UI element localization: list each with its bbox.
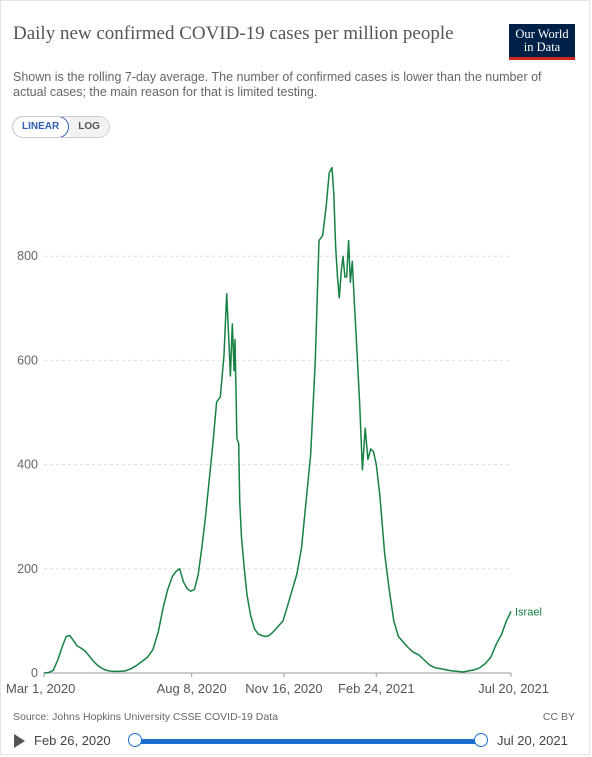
linear-scale-button[interactable]: LINEAR	[12, 117, 70, 137]
timeline-slider[interactable]: Feb 26, 2020 Jul 20, 2021	[0, 730, 592, 754]
timeline-start-label: Feb 26, 2020	[34, 733, 111, 748]
timeline-end-handle[interactable]	[474, 733, 488, 747]
line-chart: 0 200 400 600 800 Mar 1, 2020 Aug 8, 2020 Nov 1…	[6, 166, 549, 696]
chart-subtitle: Shown is the rolling 7-day average. The …	[13, 70, 542, 99]
y-tick-label: 200	[17, 562, 38, 576]
series-line-israel	[43, 166, 512, 674]
x-tick-label: Jul 20, 2021	[478, 681, 549, 696]
y-tick-label: 800	[17, 249, 38, 263]
x-tick-label: Nov 16, 2020	[245, 681, 322, 696]
source-note[interactable]: Source: Johns Hopkins University CSSE CO…	[13, 711, 278, 723]
y-tick-label: 400	[17, 458, 38, 472]
series-label-israel: Israel	[515, 607, 542, 619]
logo-line-1: Our World	[515, 27, 569, 41]
y-tick-label: 600	[17, 353, 38, 367]
play-icon[interactable]	[14, 734, 25, 748]
timeline-end-label: Jul 20, 2021	[497, 733, 568, 748]
license-link[interactable]: CC BY	[542, 711, 575, 723]
timeline-start-handle[interactable]	[128, 733, 142, 747]
logo-line-2: in Data	[523, 40, 561, 54]
owid-logo[interactable]: Our World in Data	[509, 24, 575, 60]
log-scale-button[interactable]: LOG	[69, 117, 109, 137]
timeline-track[interactable]	[135, 739, 481, 744]
x-tick-label: Aug 8, 2020	[157, 681, 227, 696]
chart-title: Daily new confirmed COVID-19 cases per m…	[13, 23, 454, 44]
logo-accent-bar	[509, 57, 575, 60]
x-tick-label: Mar 1, 2020	[6, 681, 75, 696]
scale-toggle[interactable]: LINEAR LOG	[12, 116, 110, 138]
x-tick-label: Feb 24, 2021	[338, 681, 415, 696]
y-tick-label: 0	[31, 666, 38, 680]
